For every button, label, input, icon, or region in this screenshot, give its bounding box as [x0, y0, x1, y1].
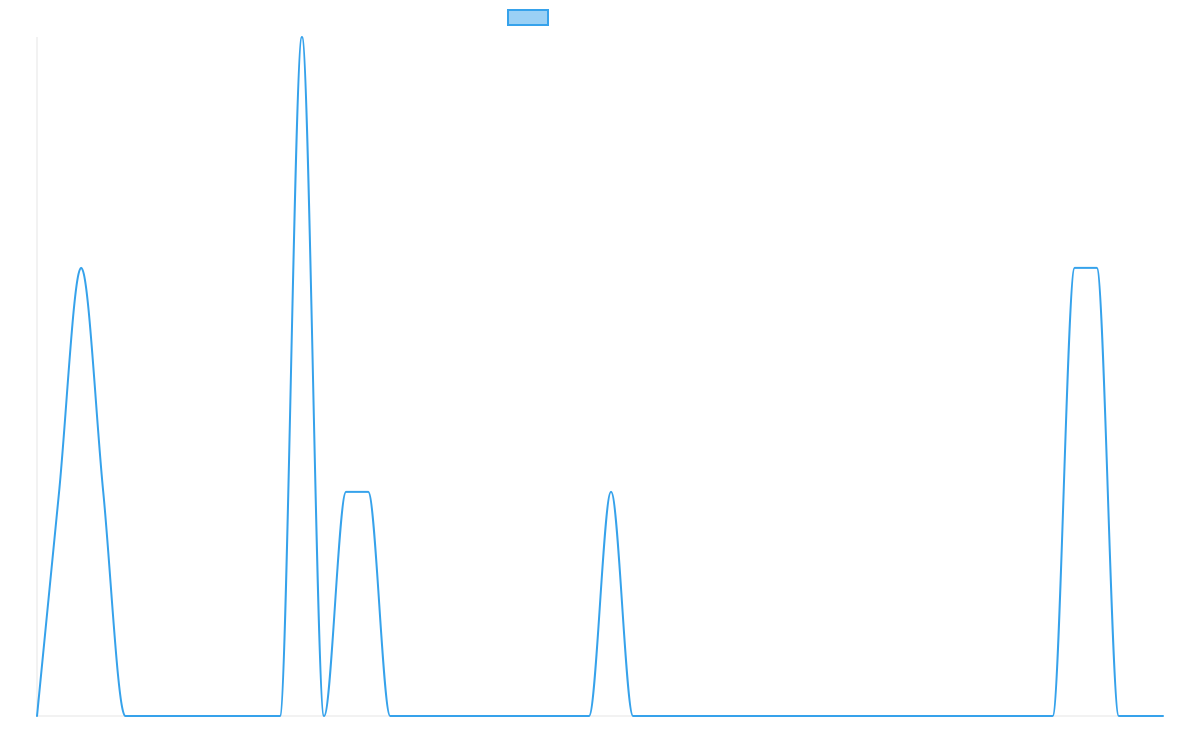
- legend: [507, 9, 549, 26]
- legend-swatch[interactable]: [507, 9, 549, 26]
- series-line: [36, 36, 1164, 717]
